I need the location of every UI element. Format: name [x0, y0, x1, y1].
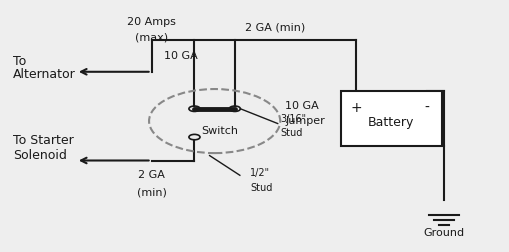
- Text: 10 GA: 10 GA: [285, 101, 319, 111]
- Text: Stud: Stud: [249, 183, 272, 193]
- Text: Jumper: Jumper: [285, 116, 324, 126]
- Text: (max): (max): [135, 32, 168, 42]
- Text: (min): (min): [136, 187, 166, 198]
- Text: 2 GA (min): 2 GA (min): [244, 22, 305, 33]
- Text: Switch: Switch: [201, 126, 238, 136]
- Text: To Starter: To Starter: [13, 134, 73, 147]
- Text: 10 GA: 10 GA: [164, 51, 197, 61]
- Text: Ground: Ground: [423, 228, 464, 238]
- Bar: [340, 91, 441, 146]
- Text: 1/2": 1/2": [249, 168, 270, 178]
- Text: To: To: [13, 55, 26, 69]
- Text: -: -: [423, 101, 428, 115]
- Text: 20 Amps: 20 Amps: [127, 17, 176, 27]
- Text: +: +: [349, 101, 361, 115]
- Text: Stud: Stud: [279, 128, 302, 138]
- Text: 2 GA: 2 GA: [138, 170, 165, 180]
- Text: 3/16": 3/16": [279, 114, 306, 124]
- Text: Solenoid: Solenoid: [13, 149, 67, 162]
- Text: Battery: Battery: [367, 116, 414, 130]
- Text: Alternator: Alternator: [13, 68, 75, 81]
